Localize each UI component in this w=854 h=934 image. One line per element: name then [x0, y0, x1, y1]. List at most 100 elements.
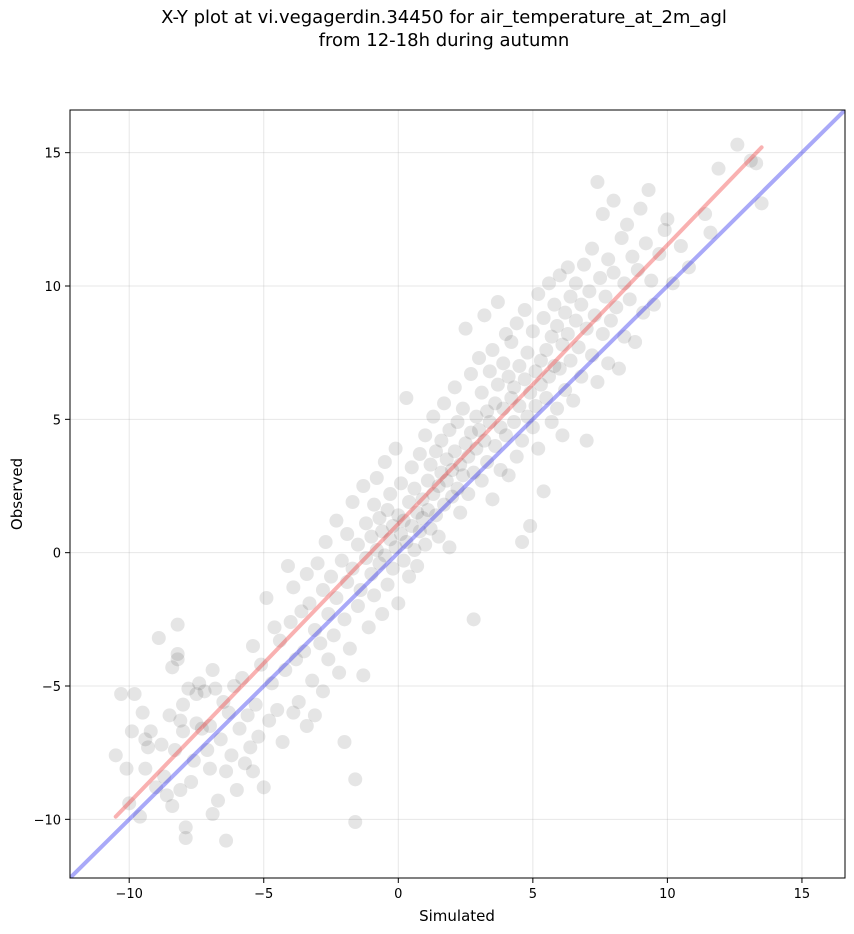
data-point — [377, 455, 392, 469]
data-point — [391, 596, 406, 611]
plot-background — [70, 110, 845, 878]
data-point — [149, 780, 164, 795]
data-point — [337, 612, 352, 627]
data-point — [219, 833, 234, 848]
x-tick-label: 10 — [659, 887, 676, 902]
data-point — [232, 721, 247, 736]
data-point — [291, 695, 306, 709]
data-point — [520, 409, 535, 424]
data-point — [428, 508, 443, 523]
data-point — [698, 207, 713, 221]
data-point — [611, 361, 626, 376]
data-point — [350, 537, 365, 552]
data-point — [391, 508, 406, 523]
data-point — [466, 612, 481, 627]
data-point — [321, 652, 336, 667]
data-point — [482, 364, 497, 379]
data-point — [585, 348, 600, 363]
data-point — [617, 276, 632, 291]
data-point — [568, 313, 583, 328]
data-point — [539, 391, 554, 405]
data-point — [342, 641, 357, 656]
data-point — [410, 505, 425, 520]
data-point — [541, 369, 556, 384]
data-point — [283, 615, 298, 629]
data-point — [469, 409, 484, 424]
data-point — [418, 428, 433, 443]
data-point — [606, 193, 621, 208]
data-point — [493, 420, 508, 435]
data-point — [415, 511, 430, 525]
data-point — [404, 460, 419, 475]
data-point — [181, 681, 196, 696]
data-point — [375, 524, 390, 539]
data-point — [315, 583, 330, 597]
data-point — [609, 300, 624, 315]
data-point — [202, 719, 217, 733]
data-point — [407, 481, 422, 496]
data-point — [211, 793, 226, 808]
data-point — [399, 535, 414, 549]
data-point — [340, 575, 355, 589]
data-point — [477, 308, 492, 323]
data-point — [703, 225, 718, 240]
trend-line — [113, 145, 764, 819]
data-point — [558, 305, 573, 320]
data-point — [369, 471, 384, 485]
data-point — [458, 436, 473, 451]
data-point — [375, 607, 390, 621]
data-point — [415, 492, 430, 507]
x-tick-label: 0 — [394, 887, 402, 902]
data-point — [176, 724, 191, 739]
data-point — [221, 705, 236, 720]
data-point — [280, 559, 295, 573]
data-point — [515, 535, 530, 549]
x-tick-label: 15 — [794, 887, 811, 902]
data-point — [754, 196, 769, 211]
data-point — [593, 271, 608, 285]
data-point — [477, 433, 492, 448]
data-point — [388, 540, 403, 555]
y-tick-label: 15 — [44, 147, 61, 162]
data-point — [259, 591, 274, 605]
data-point — [380, 503, 395, 517]
data-point — [641, 183, 656, 197]
data-point — [455, 401, 470, 416]
data-point — [321, 607, 336, 621]
data-point — [423, 521, 438, 536]
data-point — [536, 484, 551, 499]
data-point — [665, 276, 680, 291]
data-point — [590, 375, 605, 389]
data-point — [657, 223, 672, 237]
data-point — [625, 249, 640, 264]
chart-title: X-Y plot at vi.vegagerdin.34450 for air_… — [0, 6, 854, 52]
data-point — [178, 831, 193, 845]
data-point — [165, 799, 180, 813]
data-point — [620, 217, 635, 232]
data-point — [628, 335, 643, 349]
data-point — [114, 687, 129, 701]
data-point — [485, 343, 500, 357]
data-point — [377, 548, 392, 563]
data-point — [396, 513, 411, 528]
data-point — [324, 569, 339, 584]
x-tick-label: −5 — [254, 887, 273, 902]
data-point — [243, 740, 258, 755]
data-point — [585, 241, 600, 256]
data-point — [461, 449, 476, 464]
data-point — [550, 319, 565, 333]
data-point — [361, 620, 376, 635]
data-point — [574, 297, 589, 312]
data-point — [205, 807, 220, 821]
data-point — [455, 468, 470, 483]
data-point — [582, 284, 597, 299]
data-point — [555, 428, 570, 443]
data-point — [151, 631, 166, 645]
data-point — [127, 687, 142, 701]
data-point — [431, 529, 446, 544]
data-point — [512, 359, 527, 373]
data-point — [189, 687, 204, 701]
data-point — [143, 724, 158, 739]
data-point — [235, 671, 250, 685]
data-point — [170, 647, 185, 661]
